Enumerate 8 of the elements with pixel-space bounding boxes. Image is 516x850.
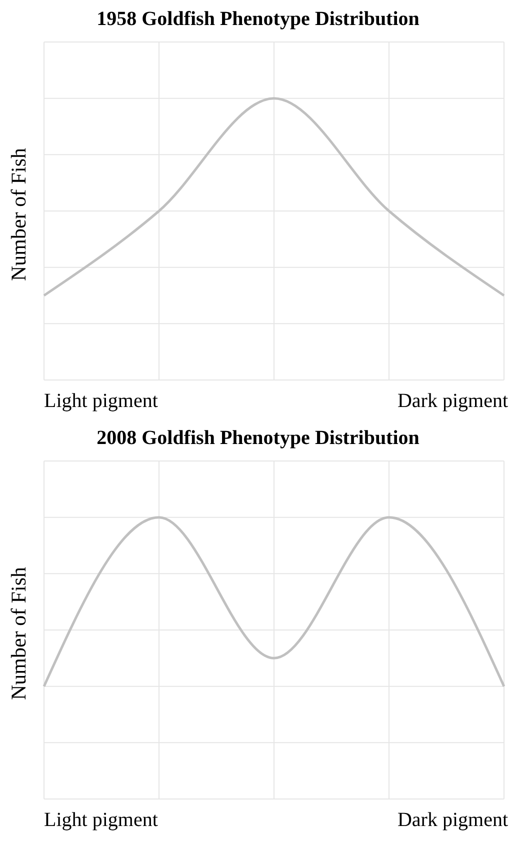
text: Dark pigment: [397, 390, 508, 413]
text: Dark pigment: [397, 809, 508, 832]
text: Light pigment: [44, 390, 158, 413]
text: Light pigment: [44, 809, 158, 832]
y-axis-title: Number of Fish: [6, 148, 30, 281]
y-axis-title: Number of Fish: [6, 566, 30, 700]
chart-title: 2008 Goldfish Phenotype Distribution: [96, 427, 420, 451]
chart-title: 1958 Goldfish Phenotype Distribution: [96, 8, 420, 32]
